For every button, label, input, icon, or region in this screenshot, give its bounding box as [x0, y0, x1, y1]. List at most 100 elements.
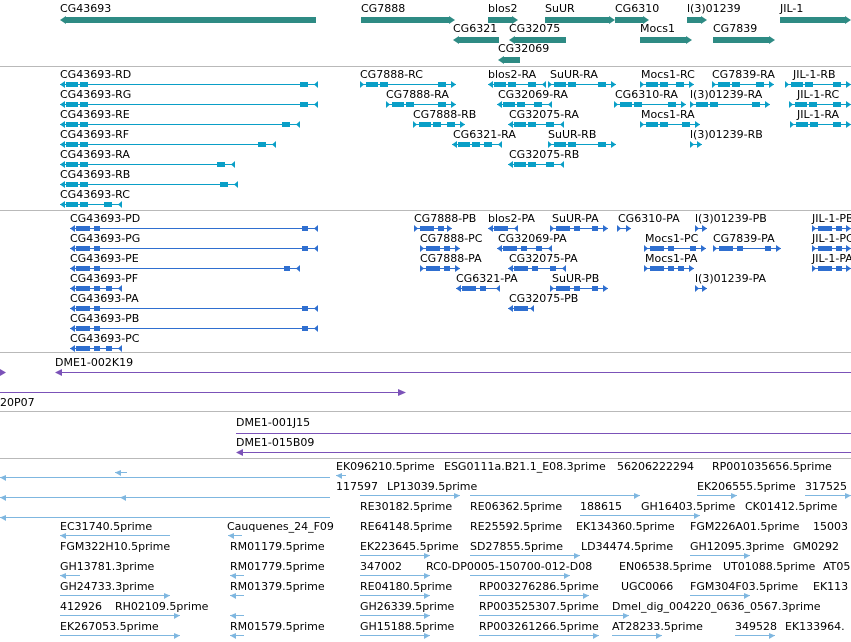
protein-suur-pb[interactable]: [550, 285, 608, 293]
transcript-cg43693-rb[interactable]: [60, 181, 238, 189]
gene-cg32075[interactable]: [509, 36, 566, 44]
protein-cg6310-pa[interactable]: [617, 225, 631, 233]
protein-cg7839-pa[interactable]: [713, 245, 781, 253]
protein-mocs1-pc[interactable]: [644, 245, 706, 253]
est-alignment-7[interactable]: [228, 533, 242, 539]
protein-mocs1-pa[interactable]: [644, 265, 694, 273]
transcript-cg43693-rd[interactable]: [60, 81, 318, 89]
transcript-cg7888-rb[interactable]: [413, 121, 465, 129]
est-alignment-12[interactable]: [470, 553, 580, 559]
transcript-mocs1-rc[interactable]: [640, 81, 694, 89]
gene-jil-1[interactable]: [780, 16, 851, 24]
protein-jil-1-pb[interactable]: [812, 225, 851, 233]
est-alignment-11[interactable]: [360, 553, 430, 559]
transcript-cg7888-rc[interactable]: [360, 81, 456, 89]
est-alignment-27[interactable]: [360, 633, 430, 639]
transcript-suur-ra[interactable]: [548, 81, 616, 89]
est-alignment-4[interactable]: [115, 470, 127, 476]
transcript-jil-1-rb[interactable]: [785, 81, 851, 89]
est-alignment-24[interactable]: [479, 613, 629, 619]
gene-blos2[interactable]: [488, 16, 518, 24]
est-alignment-16[interactable]: [60, 593, 170, 599]
est-alignment-18[interactable]: [360, 593, 430, 599]
protein-cg32075-pa[interactable]: [508, 265, 566, 273]
est-alignment-2[interactable]: [0, 495, 330, 501]
transcript-cg43693-rf[interactable]: [60, 141, 276, 149]
est-alignment-30[interactable]: [735, 633, 775, 639]
transcript-cg43693-rc[interactable]: [60, 201, 122, 209]
est-alignment-31[interactable]: [60, 573, 80, 579]
est-alignment-3[interactable]: [0, 515, 330, 521]
est-alignment-5[interactable]: [120, 495, 132, 501]
est-alignment-29[interactable]: [612, 633, 662, 639]
est-alignment-26[interactable]: [230, 633, 244, 639]
transcript-cg32075-rb[interactable]: [508, 161, 564, 169]
transcript-cg43693-rg[interactable]: [60, 101, 318, 109]
gene-cg43693[interactable]: [60, 16, 316, 24]
protein-l-3-01239-pb[interactable]: [695, 225, 707, 233]
gene-suur[interactable]: [545, 16, 615, 24]
transcript-cg43693-re[interactable]: [60, 121, 300, 129]
protein-cg43693-pe[interactable]: [70, 265, 300, 273]
transcript-cg7839-ra[interactable]: [712, 81, 774, 89]
transcript-jil-1-ra[interactable]: [790, 121, 851, 129]
gene-cg32069[interactable]: [498, 56, 520, 64]
protein-jil-1-pc[interactable]: [812, 245, 851, 253]
protein-cg6321-pa[interactable]: [456, 285, 500, 293]
clone-dme1-015b09[interactable]: [236, 449, 851, 457]
protein-blos2-pa[interactable]: [488, 225, 518, 233]
clone-dme1-001j15[interactable]: [236, 431, 851, 437]
transcript-cg32069-ra[interactable]: [497, 101, 552, 109]
transcript-cg6310-ra[interactable]: [614, 101, 686, 109]
transcript-cg43693-ra[interactable]: [60, 161, 235, 169]
est-alignment-6[interactable]: [60, 533, 170, 539]
protein-cg43693-pf[interactable]: [70, 285, 122, 293]
est-alignment-10[interactable]: [580, 513, 700, 519]
est-alignment-34[interactable]: [697, 493, 737, 499]
est-alignment-19[interactable]: [479, 593, 589, 599]
clone-20p07[interactable]: [0, 389, 406, 397]
transcript-cg32075-ra[interactable]: [508, 121, 564, 129]
transcript-cg6321-ra[interactable]: [452, 141, 502, 149]
transcript-jil-1-rc[interactable]: [789, 101, 851, 109]
transcript-blos2-ra[interactable]: [488, 81, 546, 89]
est-alignment-21[interactable]: [60, 613, 180, 619]
transcript-l-3-01239-rb[interactable]: [690, 141, 702, 149]
protein-cg32075-pb[interactable]: [508, 305, 534, 313]
protein-suur-pa[interactable]: [550, 225, 608, 233]
transcript-cg7888-ra[interactable]: [386, 101, 456, 109]
protein-cg43693-pa[interactable]: [70, 305, 318, 313]
est-alignment-13[interactable]: [690, 553, 750, 559]
protein-cg43693-pb[interactable]: [70, 325, 318, 333]
est-alignment-23[interactable]: [360, 613, 430, 619]
est-alignment-32[interactable]: [230, 573, 244, 579]
protein-cg7888-pc[interactable]: [420, 245, 460, 253]
est-alignment-1[interactable]: [0, 475, 330, 481]
est-alignment-20[interactable]: [690, 593, 750, 599]
gene-cg7888[interactable]: [361, 16, 455, 24]
protein-cg43693-pg[interactable]: [70, 245, 318, 253]
est-alignment-15[interactable]: [470, 573, 570, 579]
gene-mocs1[interactable]: [640, 36, 692, 44]
est-alignment-14[interactable]: [360, 573, 430, 579]
transcript-suur-rb[interactable]: [548, 141, 616, 149]
protein-l-3-01239-pa[interactable]: [695, 285, 707, 293]
protein-jil-1-pa[interactable]: [812, 265, 851, 273]
gene-cg7839[interactable]: [713, 36, 775, 44]
est-alignment-33[interactable]: [336, 473, 346, 479]
est-alignment-8[interactable]: [360, 493, 460, 499]
transcript-l-3-01239-ra[interactable]: [690, 101, 770, 109]
est-alignment-9[interactable]: [470, 493, 640, 499]
gene-l-3-01239[interactable]: [687, 16, 707, 24]
clone-left-edge-marker[interactable]: [0, 369, 8, 377]
protein-cg7888-pb[interactable]: [414, 225, 452, 233]
protein-cg32069-pa[interactable]: [497, 245, 552, 253]
protein-cg7888-pa[interactable]: [420, 265, 460, 273]
est-alignment-35[interactable]: [805, 493, 851, 499]
gene-cg6321[interactable]: [453, 36, 499, 44]
est-alignment-25[interactable]: [60, 633, 180, 639]
est-alignment-22[interactable]: [230, 613, 244, 619]
transcript-mocs1-ra[interactable]: [640, 121, 700, 129]
protein-cg43693-pc[interactable]: [70, 345, 122, 353]
clone-dme1-002k19[interactable]: [55, 369, 851, 377]
